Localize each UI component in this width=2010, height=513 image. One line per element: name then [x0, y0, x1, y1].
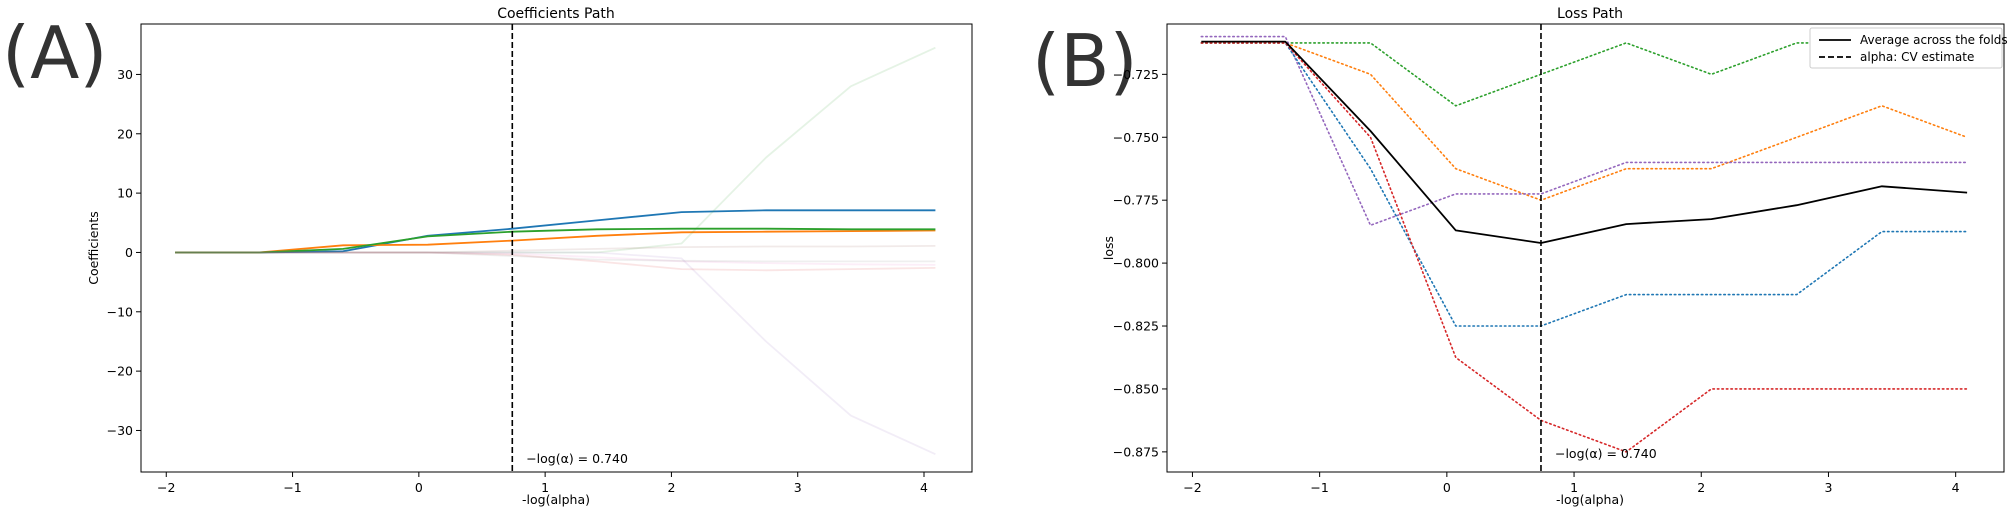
y-tick-label: 0 — [125, 245, 133, 260]
x-tick-label: 4 — [920, 480, 928, 495]
legend: Average across the folds alpha: CV estim… — [1809, 27, 2008, 69]
series-line-6 — [175, 251, 936, 266]
axes-frame — [1166, 23, 2005, 473]
x-tick-label: 1 — [541, 480, 549, 495]
y-tick-label: −10 — [107, 304, 133, 319]
series-line-3 — [175, 46, 936, 254]
y-tick-label: −0.750 — [1113, 130, 1159, 145]
series-line-4 — [175, 251, 936, 456]
x-tick-label: 0 — [1443, 480, 1451, 495]
chart-title: Coefficients Path — [497, 6, 615, 22]
series-line-2 — [1200, 35, 1968, 227]
panel-letter-b: (B) — [1032, 19, 1138, 103]
axes-frame — [140, 23, 973, 473]
series-line-2 — [175, 227, 936, 254]
legend-entry-cv-estimate: alpha: CV estimate — [1860, 50, 1974, 64]
legend-entry-average: Average across the folds — [1860, 33, 2008, 47]
loss-path-panel: (B) Loss Path -log(alpha) loss −log(α) =… — [1032, 6, 2008, 507]
x-axis-label: -log(alpha) — [1556, 492, 1624, 507]
x-tick-label: −2 — [1183, 480, 1201, 495]
x-tick-label: 0 — [415, 480, 423, 495]
x-tick-label: −1 — [283, 480, 301, 495]
x-axis-label: -log(alpha) — [522, 492, 590, 507]
y-tick-label: 10 — [117, 186, 133, 201]
series-line-3 — [1200, 42, 1968, 327]
coefficients-path-panel: (A) Coefficients Path -log(alpha) Coeffi… — [2, 6, 973, 507]
y-tick-label: −30 — [107, 423, 133, 438]
y-axis-label: Coefficients — [86, 211, 101, 285]
y-tick-label: −20 — [107, 364, 133, 379]
series-line-5 — [175, 251, 936, 272]
y-tick-label: −0.800 — [1113, 256, 1159, 271]
chart-title: Loss Path — [1557, 6, 1623, 22]
y-tick-label: −0.725 — [1113, 67, 1159, 82]
plot-area: −log(α) = 0.740 −2 −1 0 1 2 3 4 −0.725 −0.750 −0.7… — [1113, 23, 2005, 495]
series-line-4 — [1200, 42, 1968, 453]
y-tick-label: −0.875 — [1113, 444, 1159, 459]
y-tick-label: 30 — [117, 67, 133, 82]
x-tick-label: −1 — [1310, 480, 1328, 495]
x-tick-label: −2 — [157, 480, 175, 495]
series-line-7 — [175, 245, 936, 254]
x-tick-label: 2 — [667, 480, 675, 495]
series-line-5 — [1201, 40, 1968, 244]
x-tick-label: 3 — [1824, 480, 1832, 495]
y-tick-label: −0.825 — [1113, 319, 1159, 334]
x-tick-label: 4 — [1952, 480, 1960, 495]
legend-box — [1809, 27, 2003, 69]
series-line-8 — [175, 251, 936, 263]
series-line-0 — [175, 209, 936, 254]
panel-letter-a: (A) — [2, 11, 107, 95]
series-line-1 — [1200, 42, 1968, 201]
alpha-annotation: −log(α) = 0.740 — [526, 451, 628, 466]
x-tick-label: 1 — [1570, 480, 1578, 495]
x-tick-label: 3 — [794, 480, 802, 495]
x-tick-label: 2 — [1697, 480, 1705, 495]
series-line-1 — [175, 229, 936, 254]
y-tick-label: −0.850 — [1113, 381, 1159, 396]
y-tick-label: −0.775 — [1113, 193, 1159, 208]
y-tick-label: 20 — [117, 126, 133, 141]
y-axis-label: loss — [1101, 236, 1116, 260]
alpha-annotation: −log(α) = 0.740 — [1555, 446, 1657, 461]
